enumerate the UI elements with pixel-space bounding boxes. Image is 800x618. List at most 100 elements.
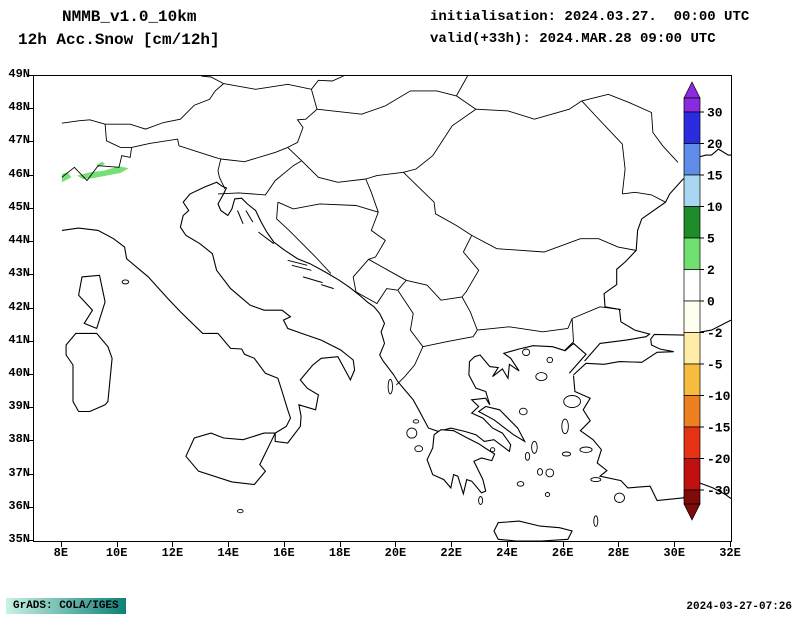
model-title: NMMB_v1.0_10km (62, 8, 197, 26)
lon-tick-label: 24E (496, 546, 518, 560)
lon-tick (506, 541, 508, 547)
country-border (287, 89, 318, 148)
country-border (581, 100, 626, 194)
island (406, 427, 418, 439)
lat-tick-label: 42N (8, 299, 30, 314)
lon-tick-label: 32E (719, 546, 741, 560)
grads-badge: GrADS: COLA/IGES (6, 598, 126, 614)
island (78, 274, 106, 330)
island (531, 440, 538, 454)
lat-tick-label: 47N (8, 133, 30, 148)
colorbar-tick-label: 2 (707, 263, 715, 278)
colorbar-tick-label: -10 (707, 389, 731, 404)
lat-tick-label: 37N (8, 465, 30, 480)
lat-tick (28, 407, 33, 409)
lat-tick-label: 45N (8, 199, 30, 214)
colorbar-tick-label: -2 (707, 326, 723, 341)
island (544, 492, 551, 497)
lat-tick (28, 340, 33, 342)
colorbar-band (683, 363, 701, 396)
snow-patch (77, 166, 129, 179)
lat-tick-label: 43N (8, 266, 30, 281)
island (546, 356, 554, 364)
colorbar-top-arrow (683, 81, 701, 99)
country-border (397, 289, 424, 347)
colorbar-band (683, 143, 701, 176)
island (545, 468, 555, 478)
field-title: 12h Acc.Snow [cm/12h] (18, 31, 220, 49)
lat-tick-label: 40N (8, 365, 30, 380)
lon-tick-label: 8E (53, 546, 69, 560)
island (321, 284, 334, 290)
island (237, 508, 244, 514)
country-border (403, 171, 472, 236)
coastline (61, 181, 587, 453)
country-border (104, 124, 132, 148)
country-border (316, 90, 457, 115)
island (489, 447, 496, 453)
colorbar-band (683, 458, 701, 491)
lat-tick-label: 48N (8, 100, 30, 115)
lat-tick (28, 174, 33, 176)
island (426, 429, 496, 496)
lon-tick (730, 541, 731, 547)
country-border (61, 147, 133, 182)
country-border (581, 93, 679, 163)
coastline (573, 319, 731, 376)
country-border (456, 76, 468, 97)
lat-tick (28, 207, 33, 209)
init-time-label: initialisation: 2024.03.27. 00:00 UTC (430, 9, 750, 25)
lat-tick (28, 141, 33, 143)
lon-tick (618, 541, 620, 547)
island (121, 279, 130, 285)
country-border (223, 76, 344, 90)
lon-tick (395, 541, 397, 547)
lon-tick (562, 541, 564, 547)
country-border (276, 202, 332, 274)
country-border (201, 76, 224, 84)
lon-tick-label: 10E (105, 546, 128, 560)
lat-tick-label: 41N (8, 332, 30, 347)
colorbar-tick-label: 20 (707, 137, 723, 152)
island (537, 468, 543, 476)
lon-tick (228, 541, 230, 547)
country-border (105, 83, 224, 130)
lat-tick-label: 39N (8, 399, 30, 414)
country-border (564, 318, 574, 351)
island (535, 372, 548, 382)
lat-tick (28, 540, 33, 541)
lon-tick-label: 18E (328, 546, 351, 560)
lon-tick-label: 20E (384, 546, 407, 560)
island (493, 520, 573, 541)
map-frame (33, 75, 732, 542)
country-border (352, 259, 369, 292)
country-border (365, 178, 379, 213)
island (412, 419, 420, 424)
colorbar-tick-label: -20 (707, 452, 731, 467)
lon-tick (283, 541, 285, 547)
country-border (406, 279, 463, 301)
country-border (220, 146, 288, 163)
island (387, 378, 393, 395)
island (590, 477, 602, 483)
island (563, 395, 581, 408)
island (237, 210, 244, 224)
valid-time-label: valid(+33h): 2024.MAR.28 09:00 UTC (430, 31, 716, 47)
colorbar-band (683, 489, 701, 505)
country-border (622, 191, 666, 203)
colorbar-band (683, 332, 701, 365)
country-border (217, 158, 226, 190)
country-border (396, 346, 424, 386)
island (579, 446, 593, 453)
island (561, 451, 572, 457)
lon-tick (451, 541, 453, 547)
colorbar-tick-label: -15 (707, 421, 731, 436)
country-border (477, 326, 568, 333)
creation-timestamp: 2024-03-27-07:26 (686, 601, 792, 613)
country-border (461, 296, 478, 331)
island (522, 348, 531, 357)
lon-tick-label: 16E (273, 546, 295, 560)
lat-tick (28, 307, 33, 309)
